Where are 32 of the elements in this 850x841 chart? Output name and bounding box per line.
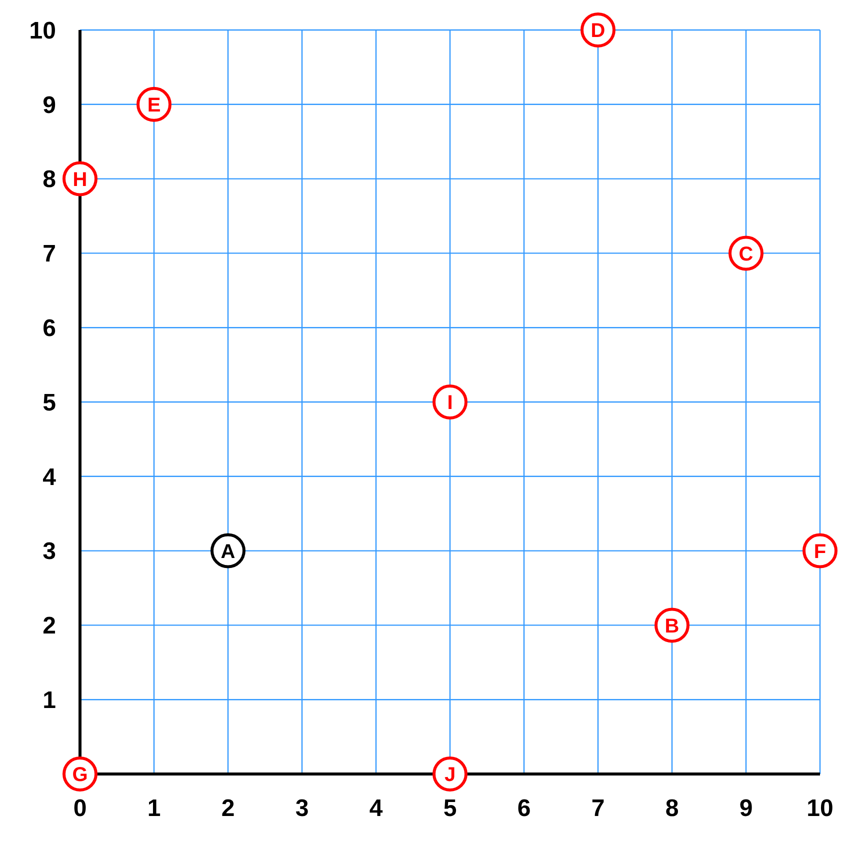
y-tick-label: 7	[42, 240, 56, 268]
annotation: E	[147, 94, 161, 117]
x-tick-label: 8	[665, 795, 679, 822]
x-tick-label: 9	[739, 795, 753, 822]
annotation: B	[664, 615, 680, 638]
annotation: H	[72, 169, 88, 191]
y-tick-label: 6	[42, 315, 56, 342]
x-tick-label: 1	[147, 795, 161, 822]
annotation: F	[814, 541, 826, 563]
annotation: A	[220, 541, 236, 563]
y-tick-label: 10	[29, 17, 56, 44]
x-tick-label: 4	[369, 795, 384, 822]
annotation: G	[72, 764, 88, 786]
x-tick-label: 5	[443, 795, 457, 822]
annotation: J	[444, 764, 456, 786]
y-tick-label: 8	[42, 166, 56, 194]
x-tick-label: 6	[517, 795, 531, 822]
y-tick-label: 3	[42, 538, 56, 566]
annotation: C	[738, 243, 754, 266]
x-tick-label: 3	[295, 795, 309, 822]
y-tick-label: 1	[42, 687, 56, 714]
x-tick-label: 2	[221, 795, 235, 822]
x-tick-label: 0	[73, 795, 87, 822]
point	[432, 384, 468, 420]
y-tick-label: 5	[42, 389, 56, 416]
y-tick-label: 4	[42, 464, 57, 491]
x-tick-label: 7	[591, 795, 605, 822]
x-tick-label: 10	[806, 795, 834, 822]
y-tick-label: 2	[42, 612, 56, 640]
annotation: D	[590, 20, 606, 42]
y-tick-label: 9	[42, 92, 56, 119]
annotation: I	[447, 392, 453, 414]
